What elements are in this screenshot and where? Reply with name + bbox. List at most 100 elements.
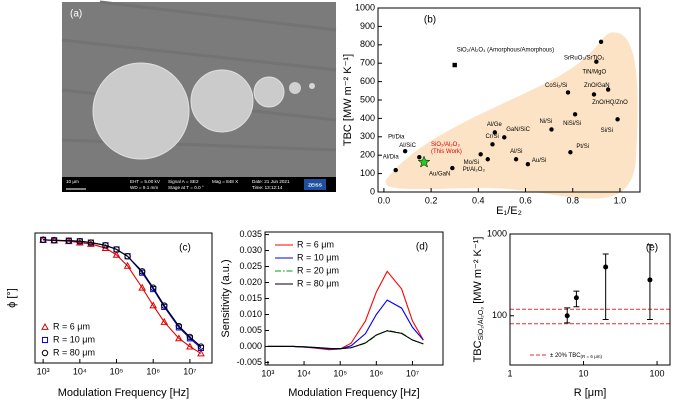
- star-point: [417, 155, 431, 168]
- plot-frame: [34, 232, 213, 364]
- y-axis-label-subscript: SiO₂/Al₂O₃: [478, 307, 485, 341]
- star-note: (This Work): [431, 149, 462, 155]
- data-point: [502, 135, 507, 140]
- legend-label: R = 6 μm: [297, 239, 334, 249]
- highlight-region: [385, 32, 638, 199]
- y-tick-label: 100: [492, 310, 507, 320]
- marker: [123, 261, 132, 269]
- info-text: WD = 9.1 mm: [130, 185, 158, 190]
- series-line: [43, 239, 202, 347]
- data-point: [598, 39, 604, 45]
- marker: [175, 322, 183, 330]
- data-point: [594, 59, 599, 64]
- info-text: EHT = 5.00 kV: [130, 179, 161, 184]
- data-point: [450, 165, 455, 171]
- point-label: ZnO/GaN: [584, 83, 610, 89]
- legend-label: R = 10 μm: [297, 252, 339, 262]
- disk: [309, 83, 315, 89]
- point-label: Au/GaN: [429, 172, 450, 178]
- data-point: [647, 277, 653, 283]
- y-tick-label: 500: [360, 94, 375, 104]
- point-label: Mo/Si: [464, 160, 479, 166]
- point-label: Al/Ge: [487, 122, 503, 128]
- x-tick-label: 10⁶: [369, 368, 383, 378]
- x-axis-label: Modulation Frequency [Hz]: [288, 387, 419, 399]
- legend-label: ± 20% TBC(R = 6 μm): [550, 353, 603, 360]
- y-tick-label: 0.015: [239, 293, 262, 303]
- point-label: Al/Dia: [383, 155, 400, 161]
- info-text: Date: 21 Jun 2021: [252, 179, 290, 184]
- disk: [190, 69, 254, 133]
- y-tick-label: 1000: [487, 228, 507, 238]
- marker: [197, 349, 205, 357]
- x-tick-label: 100: [650, 368, 665, 378]
- point-label: TiN/MgO: [582, 69, 606, 75]
- logo: ZEISS: [308, 182, 323, 188]
- marker: [75, 238, 84, 246]
- marker: [41, 336, 49, 344]
- x-tick-label: 0.0: [378, 195, 391, 205]
- x-tick-label: 10⁴: [73, 366, 87, 376]
- marker: [102, 242, 109, 249]
- data-point: [568, 150, 573, 155]
- info-bar: [62, 177, 336, 192]
- data-point: [565, 90, 571, 95]
- data-point: [485, 157, 490, 162]
- marker: [39, 236, 47, 244]
- x-tick-label: 0.8: [566, 195, 579, 205]
- point-label: Si/Si: [601, 128, 613, 134]
- data-point: [615, 117, 620, 122]
- point-label: SrRuO₃/SrTiO₃: [564, 55, 605, 61]
- x-tick-label: 0.6: [519, 195, 532, 205]
- y-axis-label: TBCSiO₂/Al₂O₃ [MW m⁻² K⁻¹]: [472, 237, 485, 363]
- data-point: [549, 127, 554, 132]
- series-line: [267, 299, 424, 350]
- marker: [87, 239, 95, 247]
- y-tick-label: 0.010: [239, 309, 262, 319]
- point-label: GaN/SiC: [506, 127, 530, 133]
- y-axis-label-text: TBC [MW m⁻² K⁻¹]: [342, 54, 354, 146]
- panel-label: (d): [416, 242, 428, 253]
- y-tick-label: 600: [360, 76, 375, 86]
- y-axis-label-unit: [MW m⁻² K⁻¹]: [472, 237, 484, 307]
- data-point: [564, 313, 570, 319]
- marker: [50, 237, 58, 244]
- x-tick-label: 10⁶: [146, 366, 160, 376]
- panel-label: (a): [70, 9, 82, 20]
- marker: [186, 342, 194, 350]
- x-tick-label: 10⁷: [183, 366, 196, 376]
- point-label: Al/Si: [510, 149, 522, 155]
- star-label: SiO₂/Al₂O₃: [431, 142, 460, 148]
- y-tick-label: 100: [360, 168, 375, 178]
- x-tick-label: 10⁵: [333, 368, 347, 378]
- y-axis-label: Sensitivity (a.u.): [220, 259, 232, 337]
- point-label: Cr/Si: [485, 134, 498, 140]
- y-tick-label: 0.025: [239, 261, 262, 271]
- data-point: [591, 92, 597, 97]
- y-axis-label-text: TBC: [472, 340, 484, 362]
- point-label: Pt/Al₂O₃: [463, 167, 486, 173]
- marker: [65, 237, 72, 244]
- scale-label: 10 μm: [66, 179, 79, 184]
- marker: [41, 349, 49, 357]
- info-text: Stage at T = 0.0 °: [168, 185, 204, 190]
- data-point: [603, 264, 609, 270]
- panel-label: (b): [424, 15, 436, 26]
- data-point: [572, 112, 578, 117]
- data-point: [513, 157, 519, 162]
- data-point: [525, 162, 531, 167]
- y-tick-label: 0.030: [239, 245, 262, 255]
- point-label: SiO₂/Al₂O₃ (Amorphous/Amorphous): [457, 48, 554, 54]
- logo-box: [304, 179, 326, 190]
- y-tick-label: 0.000: [239, 341, 262, 351]
- data-point: [605, 87, 611, 92]
- disk: [92, 62, 190, 160]
- series-line: [43, 239, 202, 349]
- x-tick-label: 0.4: [472, 195, 485, 205]
- marker: [175, 334, 183, 342]
- marker: [186, 333, 194, 341]
- point-label: NiSi/Si: [563, 121, 581, 127]
- x-tick-label: 1: [507, 368, 512, 378]
- info-text: Signal A = SE2: [168, 179, 199, 184]
